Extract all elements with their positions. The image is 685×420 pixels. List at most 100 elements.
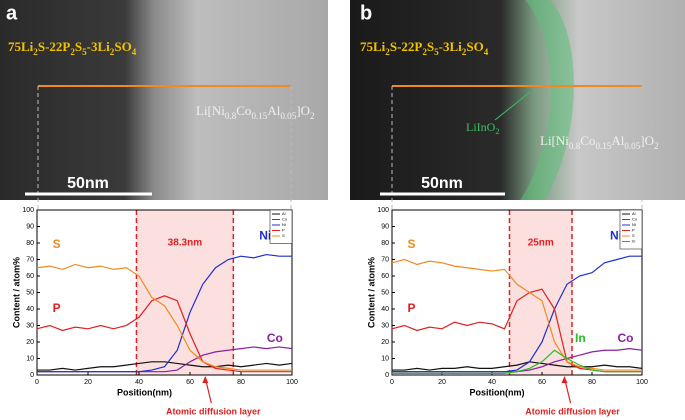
legend-label: In xyxy=(632,239,635,244)
cathode-label-part: 0.8 xyxy=(225,111,237,121)
coating-label-part: 2 xyxy=(495,127,499,136)
series-label: P xyxy=(408,301,416,315)
electrolyte-label-part: S xyxy=(75,39,82,54)
coating-layer xyxy=(520,0,574,200)
scale-bar-label: 50nm xyxy=(421,175,463,192)
y-tick-label: 20 xyxy=(381,339,389,346)
pointer xyxy=(494,91,531,121)
series-label: P xyxy=(53,301,61,315)
x-axis-title: Position(nm) xyxy=(470,387,525,397)
data-line xyxy=(37,253,292,373)
annotation-label: Atomic diffusion layer xyxy=(166,406,261,416)
legend-box xyxy=(269,209,293,244)
region-label: 25nm xyxy=(528,238,554,249)
y-tick-label: 80 xyxy=(381,240,389,247)
electrolyte-label-part: 2 xyxy=(110,47,115,57)
y-tick-label: 30 xyxy=(381,322,389,329)
cathode-label-part: Co xyxy=(580,133,595,148)
scale-bar-label: 50nm xyxy=(67,175,109,192)
series-label: S xyxy=(408,237,416,251)
electrolyte-label-part: 2 xyxy=(385,47,390,57)
y-tick-label: 60 xyxy=(26,273,34,280)
x-tick-label: 0 xyxy=(35,379,39,386)
electrolyte-label-part: 4 xyxy=(132,47,137,57)
y-tick-label: 40 xyxy=(381,306,389,313)
cathode-label-part: 0.05 xyxy=(624,141,640,151)
y-tick-label: 0 xyxy=(30,372,34,379)
series-label: Ni xyxy=(610,229,622,243)
y-tick-label: 100 xyxy=(22,207,34,214)
x-axis-title: Position(nm) xyxy=(117,387,172,397)
series-label: In xyxy=(575,331,586,345)
diffusion-region xyxy=(136,210,234,375)
cathode-label-part: 0.05 xyxy=(280,111,296,121)
x-tick-label: 80 xyxy=(588,379,596,386)
data-line xyxy=(37,361,293,371)
cathode-label-part: Co xyxy=(236,103,251,118)
y-tick-label: 50 xyxy=(381,289,389,296)
y-tick-label: 70 xyxy=(26,256,34,263)
series-label: Ni xyxy=(259,229,271,243)
cathode-label-part: Li[Ni xyxy=(540,133,569,148)
electrolyte-label: 75Li2S-22P2S5-3Li2SO4 xyxy=(360,39,489,57)
y-tick-label: 80 xyxy=(26,240,34,247)
legend-label: S xyxy=(632,233,635,238)
electrolyte-label-part: SO xyxy=(114,39,131,54)
legend-label: S xyxy=(282,233,285,238)
electrolyte-label-part: 4 xyxy=(484,47,489,57)
electrolyte-label-part: 2 xyxy=(462,47,467,57)
cathode-label-part: Al xyxy=(267,103,280,118)
electrolyte-label-part: 75Li xyxy=(8,39,34,54)
data-line xyxy=(36,295,292,373)
electrolyte-label-part: SO xyxy=(466,39,483,54)
x-tick-label: 100 xyxy=(636,379,648,386)
arrow-head xyxy=(561,376,568,383)
x-tick-label: 40 xyxy=(488,379,496,386)
electrolyte-label-part: 2 xyxy=(422,47,427,57)
legend-label: Co xyxy=(282,217,288,222)
legend-label: P xyxy=(632,228,635,233)
y-tick-label: 40 xyxy=(26,306,34,313)
y-tick-label: 10 xyxy=(381,355,389,362)
y-tick-label: 10 xyxy=(26,355,34,362)
legend-label: Ni xyxy=(632,222,636,227)
x-tick-label: 60 xyxy=(186,379,194,386)
coating-label: LiInO2 xyxy=(466,120,500,137)
x-tick-label: 20 xyxy=(438,379,446,386)
electrolyte-label-part: 2 xyxy=(70,47,75,57)
diffusion-region xyxy=(509,210,572,375)
micrograph xyxy=(350,0,685,200)
micrograph xyxy=(0,0,328,200)
y-tick-label: 90 xyxy=(381,223,389,230)
arrow-head xyxy=(202,376,209,383)
legend-label: Al xyxy=(282,211,286,216)
x-tick-label: 100 xyxy=(286,379,298,386)
panel-label: a xyxy=(6,2,18,24)
electrolyte-label-part: 75Li xyxy=(360,39,386,54)
cathode-label-part: 2 xyxy=(654,141,659,151)
y-tick-label: 90 xyxy=(26,223,34,230)
cathode-label: Li[Ni0.8Co0.15Al0.05]O2 xyxy=(196,103,315,121)
region-label: 38.3nm xyxy=(168,238,203,249)
cathode-label-part: ]O xyxy=(296,103,310,118)
y-tick-label: 70 xyxy=(381,256,389,263)
series-label: S xyxy=(53,237,61,251)
electrolyte-label-part: 2 xyxy=(33,47,38,57)
data-line xyxy=(392,349,642,374)
data-line xyxy=(392,361,643,371)
cathode-label-part: ]O xyxy=(640,133,654,148)
cathode-label-part: 0.8 xyxy=(569,141,581,151)
electrolyte-label: 75Li2S-22P2S5-3Li2SO4 xyxy=(8,39,137,57)
data-line xyxy=(36,263,292,371)
series-label: Co xyxy=(618,331,634,345)
cathode-label-part: Li[Ni xyxy=(196,103,225,118)
coating-label-part: LiInO xyxy=(466,120,496,134)
y-tick-label: 20 xyxy=(26,339,34,346)
electrolyte-label-part: 5 xyxy=(434,47,439,57)
electrolyte-label-part: S xyxy=(427,39,434,54)
electrolyte-label-part: -3Li xyxy=(439,39,463,54)
y-axis-title: Content / atom% xyxy=(11,257,21,328)
x-tick-label: 0 xyxy=(390,379,394,386)
cathode-label-part: 0.15 xyxy=(595,141,611,151)
cathode-label-part: 0.15 xyxy=(251,111,267,121)
